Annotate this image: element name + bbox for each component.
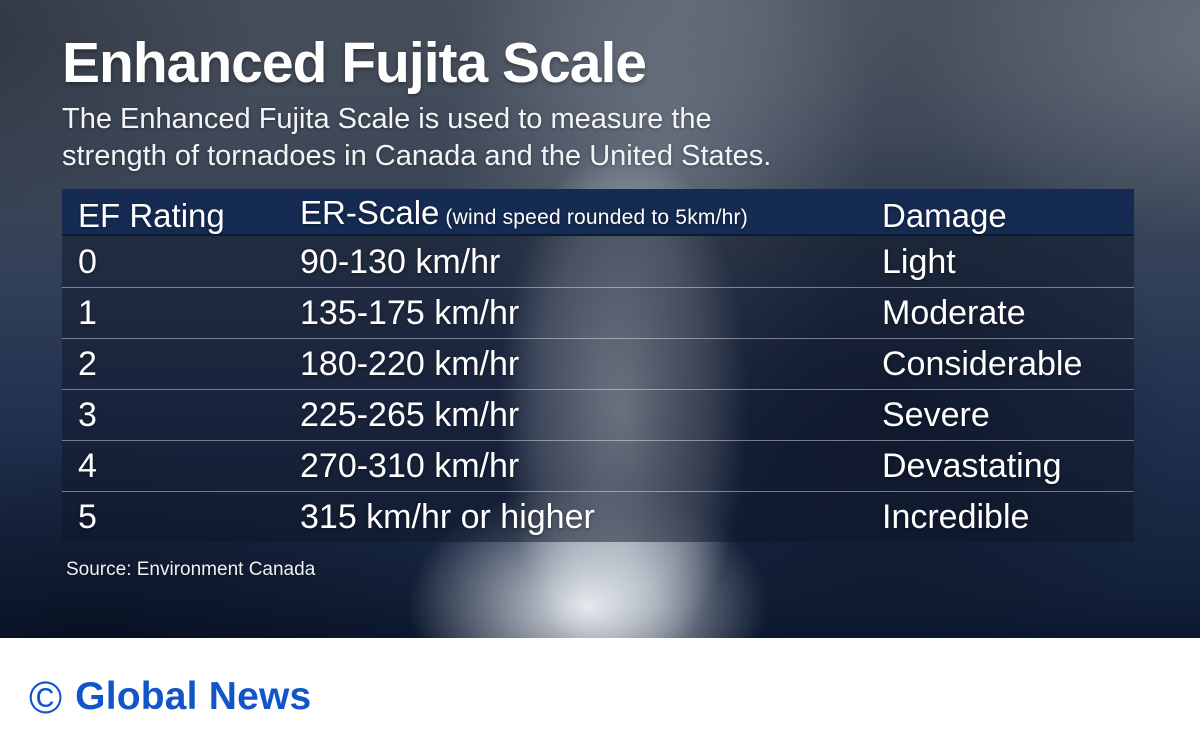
- source-attribution: Source: Environment Canada: [66, 559, 316, 580]
- ef-rating-value: 3: [78, 396, 97, 434]
- header-wind-speed-note: (wind speed rounded to 5km/hr): [445, 206, 748, 229]
- wind-speed-value: 225-265 km/hr: [300, 396, 520, 434]
- ef-scale-table: EF Rating ER-Scale (wind speed rounded to…: [62, 189, 1134, 542]
- table-row: 5 315 km/hr or higher Incredible: [62, 491, 1134, 542]
- infographic-content: Enhanced Fujita Scale The Enhanced Fujit…: [62, 31, 1200, 580]
- table-row: 4 270-310 km/hr Devastating: [62, 440, 1134, 491]
- page-title: Enhanced Fujita Scale: [62, 31, 647, 95]
- table-row: 0 90-130 km/hr Light: [62, 236, 1134, 287]
- header-er-scale-label: ER-Scale: [300, 194, 440, 231]
- ef-rating-value: 0: [78, 242, 97, 281]
- ef-rating-value: 1: [78, 294, 97, 332]
- wind-speed-value: 315 km/hr or higher: [300, 498, 595, 536]
- ef-rating-value: 5: [78, 498, 97, 536]
- table-header-row: EF Rating ER-Scale (wind speed rounded to…: [62, 189, 1134, 236]
- table-row: 1 135-175 km/hr Moderate: [62, 287, 1134, 338]
- damage-value: Considerable: [882, 345, 1083, 383]
- footer-bar: © Global News: [0, 638, 1200, 756]
- wind-speed-value: 135-175 km/hr: [300, 294, 520, 332]
- subtitle: The Enhanced Fujita Scale is used to mea…: [62, 101, 1200, 175]
- damage-value: Severe: [882, 396, 990, 434]
- damage-value: Incredible: [882, 498, 1030, 536]
- wind-speed-value: 90-130 km/hr: [300, 242, 501, 281]
- damage-value: Moderate: [882, 294, 1026, 332]
- wind-speed-value: 270-310 km/hr: [300, 447, 520, 485]
- global-news-wordmark: Global News: [75, 675, 312, 718]
- copyright-icon: ©: [29, 671, 63, 723]
- wind-speed-value: 180-220 km/hr: [300, 345, 520, 383]
- header-er-scale: ER-Scale (wind speed rounded to 5km/hr): [300, 189, 882, 241]
- subtitle-line-2: strength of tornadoes in Canada and the …: [62, 140, 772, 172]
- table-row: 3 225-265 km/hr Severe: [62, 389, 1134, 440]
- damage-value: Devastating: [882, 447, 1062, 485]
- ef-rating-value: 2: [78, 345, 97, 383]
- header-ef-rating: EF Rating: [78, 196, 225, 234]
- damage-value: Light: [882, 242, 956, 281]
- subtitle-line-1: The Enhanced Fujita Scale is used to mea…: [62, 103, 712, 135]
- table-row: 2 180-220 km/hr Considerable: [62, 338, 1134, 389]
- ef-rating-value: 4: [78, 447, 97, 485]
- header-damage: Damage: [882, 196, 1007, 234]
